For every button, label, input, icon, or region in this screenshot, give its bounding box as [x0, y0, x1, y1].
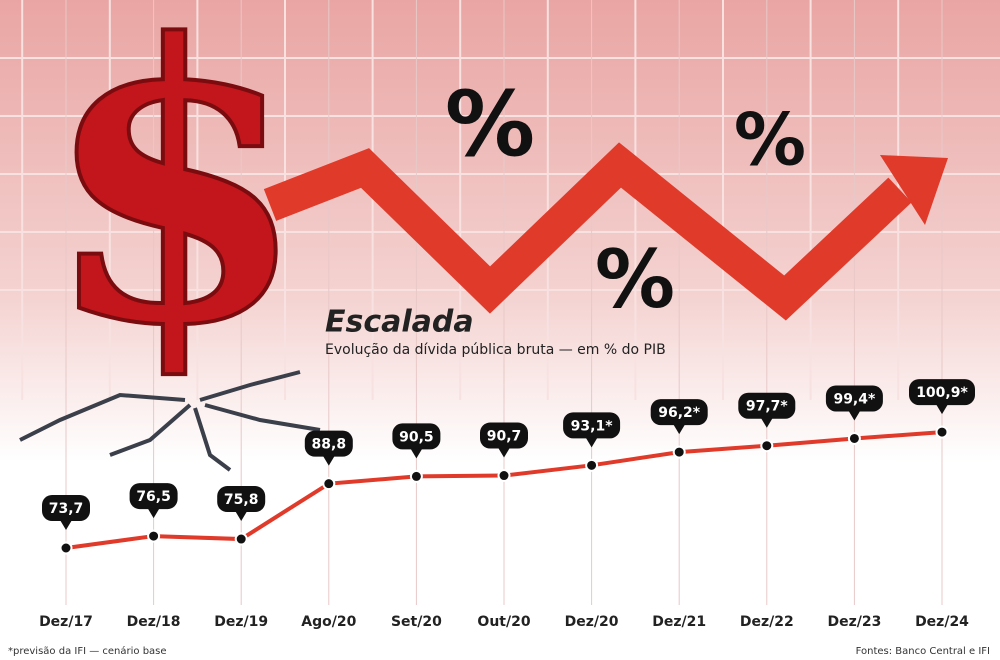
label-pointer: [936, 404, 948, 415]
label-pointer: [235, 511, 248, 522]
chart-title: Escalada: [325, 305, 474, 340]
data-point: [497, 469, 511, 483]
x-tick-label: Dez/20: [565, 614, 619, 630]
label-bubble: [738, 392, 796, 419]
label-bubble: [825, 385, 883, 412]
cracks: [19, 370, 321, 472]
x-tick-label: Dez/18: [127, 614, 181, 630]
data-point: [322, 477, 336, 491]
label-pointer: [498, 447, 510, 458]
data-point: [760, 439, 774, 453]
data-label: 93,1*: [571, 418, 614, 434]
label-pointer: [322, 455, 335, 466]
data-point: [585, 458, 599, 472]
x-tick-label: Dez/24: [915, 614, 969, 630]
x-tick-label: Dez/17: [39, 614, 93, 630]
label-bubble: [650, 399, 708, 426]
label-bubble: [304, 430, 353, 457]
data-point: [234, 532, 248, 546]
data-label: 90,7: [487, 429, 522, 445]
label-pointer: [673, 424, 686, 435]
label-bubble: [909, 379, 975, 406]
data-label: 100,9*: [916, 385, 968, 401]
x-tick-label: Dez/21: [652, 614, 706, 630]
chart-subtitle: Evolução da dívida pública bruta — em % …: [325, 342, 666, 358]
x-tick-label: Ago/20: [301, 614, 356, 630]
label-pointer: [410, 448, 423, 459]
data-point: [59, 541, 73, 555]
data-label: 76,5: [136, 489, 171, 505]
x-tick-label: Dez/23: [827, 614, 881, 630]
data-label: 99,4*: [833, 391, 876, 407]
data-point: [672, 445, 686, 459]
label-bubble: [563, 412, 621, 439]
zigzag-arrow: [263, 142, 912, 321]
background-grid: [21, 0, 943, 605]
arrow-head: [880, 155, 948, 225]
dollar-sign: $: [43, 0, 307, 409]
data-label: 96,2*: [658, 405, 701, 421]
label-bubble: [217, 486, 266, 513]
footnote: *previsão da IFI — cenário base: [8, 645, 167, 657]
data-label: 88,8: [312, 437, 347, 453]
source: Fontes: Banco Central e IFI: [856, 646, 990, 657]
percent-sign: %: [445, 72, 535, 177]
data-label: 73,7: [49, 501, 84, 517]
label-bubble: [392, 423, 441, 450]
data-label: 90,5: [399, 429, 434, 445]
label-pointer: [147, 508, 160, 519]
label-bubble: [42, 495, 90, 522]
label-bubble: [129, 483, 178, 510]
x-tick-label: Dez/19: [214, 614, 268, 630]
data-label: 75,8: [224, 492, 259, 508]
label-pointer: [585, 437, 598, 448]
x-tick-label: Dez/22: [740, 614, 794, 630]
label-bubble: [480, 422, 528, 449]
percent-sign: %: [595, 233, 675, 326]
label-pointer: [848, 410, 861, 421]
percent-sign: %: [734, 98, 806, 182]
data-point: [409, 469, 423, 483]
x-tick-label: Set/20: [391, 614, 442, 630]
data-label: 97,7*: [746, 399, 789, 415]
label-pointer: [760, 417, 773, 428]
x-tick-label: Out/20: [477, 614, 530, 630]
label-pointer: [60, 520, 72, 531]
data-point: [147, 529, 161, 543]
background-grid: [0, 57, 1000, 349]
data-point: [935, 425, 949, 439]
data-point: [847, 431, 861, 445]
